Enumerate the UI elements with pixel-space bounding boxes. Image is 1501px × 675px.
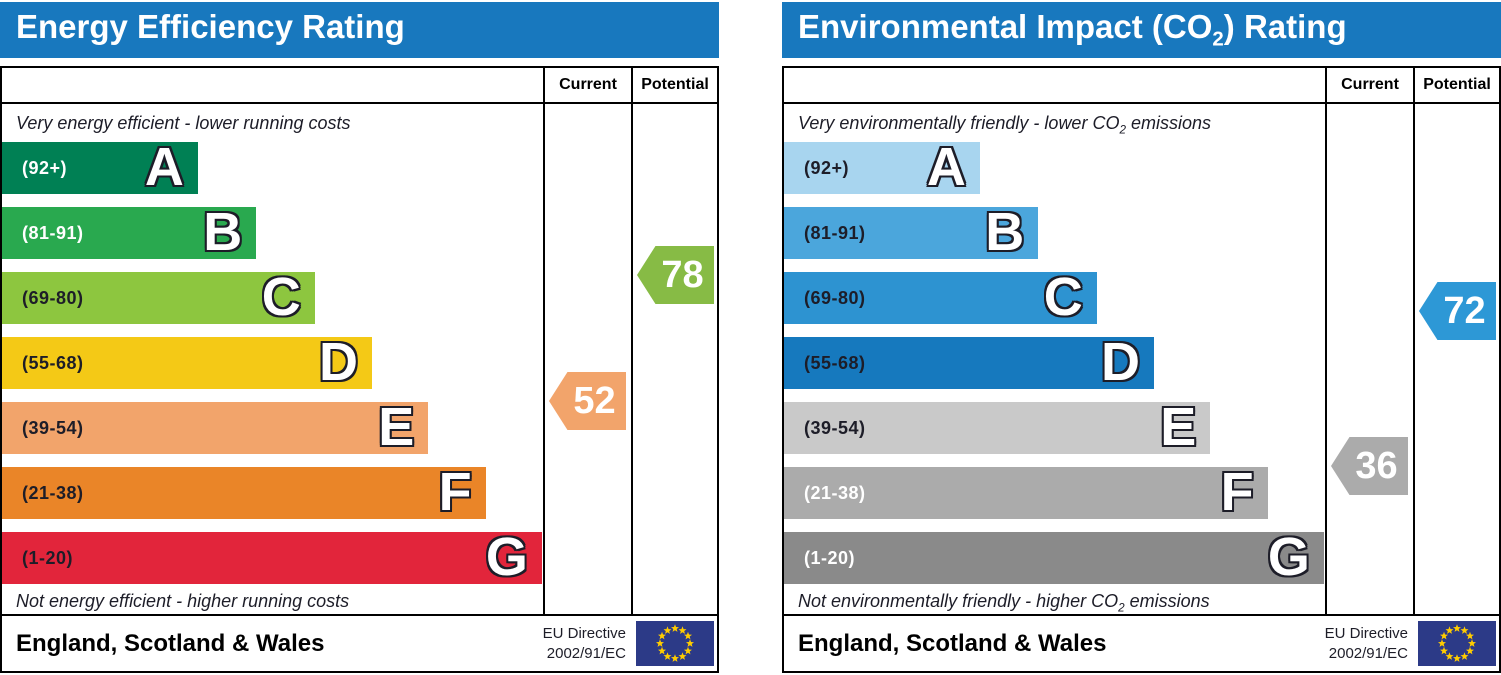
energy-table-footer: England, Scotland & Wales EU Directive 2… xyxy=(2,614,717,671)
environmental-current-rating-value: 36 xyxy=(1355,444,1398,487)
empty-header-cell xyxy=(2,68,543,104)
band-d-letter: D xyxy=(1101,331,1141,392)
energy-band-area: Very energy efficient - lower running co… xyxy=(2,104,543,614)
band-e-range: (39-54) xyxy=(22,417,84,438)
band-g-letter: G xyxy=(1267,526,1310,587)
empty-header-cell xyxy=(784,68,1325,104)
environmental-current-column: 36 xyxy=(1325,104,1413,614)
band-g-range: (1-20) xyxy=(22,547,74,568)
band-f: (21-38) F xyxy=(2,461,486,522)
environmental-potential-rating-arrow: 72 xyxy=(1419,282,1496,340)
band-a: (92+) A xyxy=(2,136,198,197)
environmental-potential-column: 72 xyxy=(1413,104,1499,614)
band-b-range: (81-91) xyxy=(22,222,84,243)
band-b: (81-91) B xyxy=(784,201,1039,262)
current-column-header: Current xyxy=(1325,68,1413,104)
band-b-letter: B xyxy=(985,201,1025,262)
environmental-title-bar: Environmental Impact (CO2) Rating xyxy=(782,2,1501,58)
environmental-eu-directive-label: EU Directive 2002/91/EC xyxy=(1324,625,1408,662)
band-g-letter: G xyxy=(485,526,528,587)
environmental-current-rating-arrow: 36 xyxy=(1331,437,1408,495)
energy-potential-rating-arrow: 78 xyxy=(637,246,714,304)
band-c-letter: C xyxy=(1043,266,1083,327)
energy-current-rating-value: 52 xyxy=(573,379,616,422)
band-e-letter: E xyxy=(1160,396,1197,457)
energy-table-body: Very energy efficient - lower running co… xyxy=(2,104,717,614)
energy-eu-directive-label: EU Directive 2002/91/EC xyxy=(542,625,626,662)
environmental-table-header: Current Potential xyxy=(784,68,1499,104)
band-g: (1-20) G xyxy=(2,526,542,587)
energy-current-column: 52 xyxy=(543,104,631,614)
energy-current-rating-arrow: 52 xyxy=(549,372,626,430)
band-d-range: (55-68) xyxy=(22,352,84,373)
energy-top-note: Very energy efficient - lower running co… xyxy=(16,113,351,133)
energy-potential-rating-value: 78 xyxy=(661,253,704,296)
band-g: (1-20) G xyxy=(784,526,1324,587)
environmental-region-label: England, Scotland & Wales xyxy=(798,629,1107,657)
band-e-letter: E xyxy=(378,396,415,457)
environmental-top-note: Very environmentally friendly - lower CO… xyxy=(798,113,1211,137)
environmental-rating-table: Current Potential Very environmentally f… xyxy=(782,66,1501,673)
eu-flag-stars xyxy=(656,624,694,662)
potential-column-header: Potential xyxy=(1413,68,1499,104)
current-column-header: Current xyxy=(543,68,631,104)
band-b: (81-91) B xyxy=(2,201,257,262)
band-e: (39-54) E xyxy=(2,396,429,457)
band-b-range: (81-91) xyxy=(804,222,866,243)
environmental-bottom-note: Not environmentally friendly - higher CO… xyxy=(798,591,1210,615)
band-c-letter: C xyxy=(261,266,301,327)
band-d-letter: D xyxy=(319,331,359,392)
environmental-table-footer: England, Scotland & Wales EU Directive 2… xyxy=(784,614,1499,671)
band-e: (39-54) E xyxy=(784,396,1211,457)
band-g-range: (1-20) xyxy=(804,547,856,568)
energy-bottom-note: Not energy efficient - higher running co… xyxy=(16,591,350,611)
band-f-letter: F xyxy=(1220,461,1254,522)
energy-region-label: England, Scotland & Wales xyxy=(16,629,325,657)
environmental-band-area: Very environmentally friendly - lower CO… xyxy=(784,104,1325,615)
energy-rating-table: Current Potential Very energy efficient … xyxy=(0,66,719,673)
band-f: (21-38) F xyxy=(784,461,1268,522)
environmental-bands: (92+) A (81-91) B (69-80) C (55-68) D (39-54… xyxy=(784,136,1325,587)
band-f-letter: F xyxy=(438,461,472,522)
band-c-range: (69-80) xyxy=(22,287,84,308)
band-d-range: (55-68) xyxy=(804,352,866,373)
band-c: (69-80) C xyxy=(784,266,1097,327)
band-a: (92+) A xyxy=(784,136,980,197)
band-f-range: (21-38) xyxy=(22,482,84,503)
energy-potential-column: 78 xyxy=(631,104,717,614)
environmental-potential-rating-value: 72 xyxy=(1443,289,1486,332)
energy-panel-title: Energy Efficiency Rating xyxy=(16,8,405,46)
eu-flag-icon xyxy=(1418,621,1496,666)
band-a-range: (92+) xyxy=(22,157,68,178)
band-c-range: (69-80) xyxy=(804,287,866,308)
energy-table-header: Current Potential xyxy=(2,68,717,104)
band-d: (55-68) D xyxy=(784,331,1155,392)
energy-bands: (92+) A (81-91) B (69-80) C (55-68) D (39-54… xyxy=(2,136,543,587)
energy-title-bar: Energy Efficiency Rating xyxy=(0,2,719,58)
environmental-table-body: Very environmentally friendly - lower CO… xyxy=(784,104,1499,615)
band-a-letter: A xyxy=(144,136,184,197)
band-a-letter: A xyxy=(926,136,966,197)
band-b-letter: B xyxy=(203,201,243,262)
environmental-impact-panel: Environmental Impact (CO2) Rating Curren… xyxy=(782,0,1501,675)
band-c: (69-80) C xyxy=(2,266,315,327)
potential-column-header: Potential xyxy=(631,68,717,104)
energy-efficiency-panel: Energy Efficiency Rating Current Potenti… xyxy=(0,0,719,675)
band-a-range: (92+) xyxy=(804,157,850,178)
band-f-range: (21-38) xyxy=(804,482,866,503)
band-d: (55-68) D xyxy=(2,331,373,392)
eu-flag-icon xyxy=(636,621,714,666)
environmental-panel-title: Environmental Impact (CO2) Rating xyxy=(798,8,1347,51)
eu-flag-stars xyxy=(1438,624,1476,662)
band-e-range: (39-54) xyxy=(804,417,866,438)
